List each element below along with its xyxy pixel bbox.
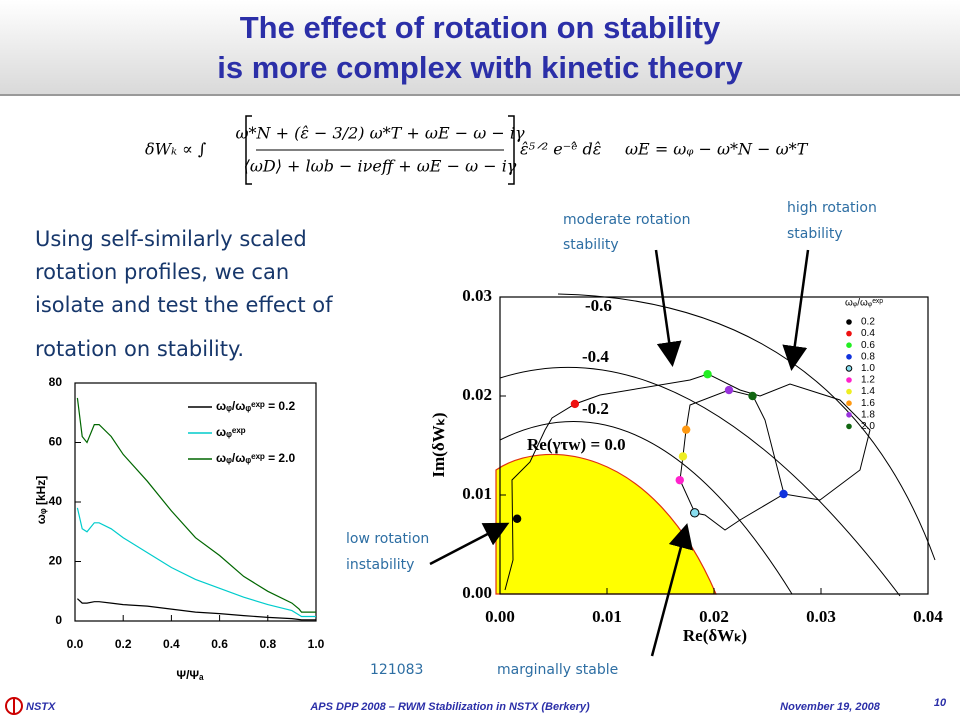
x-axis-label: Re(δWₖ) xyxy=(683,626,747,645)
legend-label: 0.2 xyxy=(861,317,875,328)
eq-tail: ε̂⁵ᐟ² e⁻ᵉ̂ dε̂ xyxy=(520,140,601,159)
eq-lhs: δWₖ ∝ ∫ xyxy=(145,140,206,159)
contour-label: -0.2 xyxy=(582,399,609,418)
arrows xyxy=(429,249,810,657)
annotation: instability xyxy=(346,557,414,573)
legend-label: 0.6 xyxy=(861,340,875,351)
y-tick-label: 60 xyxy=(49,435,63,449)
annotation: moderate rotation xyxy=(563,212,691,228)
legend-title: ωᵩ/ωᵩᵉˣᵖ xyxy=(845,298,883,309)
legend-swatch xyxy=(846,342,852,349)
brackets xyxy=(245,115,515,185)
point xyxy=(675,475,684,485)
legend-swatch xyxy=(846,412,852,418)
eq-numerator: ω*N + (ε̂ − 3/2) ω*T + ωE − ω − iγ xyxy=(235,124,524,143)
y-tick-label: 20 xyxy=(49,554,63,568)
legend-label: 1.4 xyxy=(861,386,875,397)
line-series xyxy=(76,598,316,621)
x-tick-label: 0.00 xyxy=(485,607,515,626)
line-series xyxy=(76,397,316,613)
header-band xyxy=(0,0,960,94)
x-tick-label: 0.2 xyxy=(115,637,132,651)
legend-swatch xyxy=(846,319,852,325)
legend-swatch xyxy=(846,377,852,383)
footer-center: APS DPP 2008 – RWM Stabilization in NSTX… xyxy=(309,701,590,713)
point xyxy=(724,385,734,395)
legend-label: 1.6 xyxy=(861,398,875,409)
legend-label: ωᵩ/ωᵩᵉˣᵖ = 0.2 xyxy=(216,399,295,413)
eq-denominator: ⟨ωD⟩ + lωb − iνeff + ωE − ω − iγ xyxy=(244,157,517,176)
body-line: isolate and test the effect of xyxy=(35,293,333,317)
title-line: is more complex with kinetic theory xyxy=(217,50,743,85)
x-tick-label: 0.04 xyxy=(913,607,943,626)
legend-label: 1.8 xyxy=(861,409,875,420)
x-tick-label: 0.01 xyxy=(592,607,622,626)
legend-label: 1.0 xyxy=(861,363,875,374)
y-axis-label: ωᵩ [kHz] xyxy=(34,476,48,525)
legend-swatch xyxy=(846,400,852,407)
annotation: low rotation xyxy=(346,531,429,547)
annotation: high rotation xyxy=(787,200,877,216)
legend-swatch xyxy=(846,330,852,337)
y-tick-label: 0.01 xyxy=(462,484,492,503)
page-number: 10 xyxy=(934,697,947,709)
line-series xyxy=(76,507,316,618)
annotation: marginally stable xyxy=(497,662,618,678)
y-tick-label: 80 xyxy=(49,375,63,389)
point xyxy=(570,399,580,409)
x-tick-label: 0.8 xyxy=(259,637,276,651)
legend-label: ωᵩ/ωᵩᵉˣᵖ = 2.0 xyxy=(216,451,295,465)
y-axis-label: Im(δWₖ) xyxy=(429,412,448,477)
stable-region xyxy=(495,453,717,595)
legend-label: 2.0 xyxy=(861,421,875,432)
y-tick-label: 0.00 xyxy=(462,583,492,602)
y-tick-label: 0.02 xyxy=(462,385,492,404)
x-tick-label: 1.0 xyxy=(308,637,325,651)
legend-label: 0.4 xyxy=(861,328,875,339)
footer-logo: NSTX xyxy=(26,701,56,713)
contour-label: Re(γτw) = 0.0 xyxy=(527,435,626,454)
point xyxy=(690,508,700,518)
legend-label: ωᵩᵉˣᵖ xyxy=(216,425,246,439)
annotation: 121083 xyxy=(370,662,423,678)
x-axis-label: Ψ/Ψₐ xyxy=(176,668,204,682)
contour-label: -0.4 xyxy=(582,347,609,366)
y-tick-label: 40 xyxy=(49,494,63,508)
legend-label: 0.8 xyxy=(861,351,875,362)
title-line: The effect of rotation on stability xyxy=(240,10,721,45)
legend-label: 1.2 xyxy=(861,375,875,386)
y-tick-label: 0 xyxy=(55,613,62,627)
eq-second: ωE = ωᵩ − ω*N − ω*T xyxy=(625,140,809,159)
point xyxy=(678,452,688,461)
annotation: stability xyxy=(563,237,619,253)
point xyxy=(779,489,788,499)
footer-date: November 19, 2008 xyxy=(780,701,881,713)
x-tick-label: 0.02 xyxy=(699,607,729,626)
x-tick-label: 0.4 xyxy=(163,637,180,651)
x-tick-label: 0.03 xyxy=(806,607,836,626)
point xyxy=(512,514,522,523)
legend-swatch xyxy=(846,388,852,395)
contour xyxy=(499,421,793,595)
point xyxy=(681,425,691,434)
annotation: stability xyxy=(787,226,843,242)
body-line: rotation profiles, we can xyxy=(35,260,289,284)
contour-label: -0.6 xyxy=(585,296,612,315)
x-tick-label: 0.0 xyxy=(67,637,84,651)
legend-swatch xyxy=(846,423,852,430)
body-line: rotation on stability. xyxy=(35,337,244,361)
point xyxy=(703,370,712,379)
legend-swatch xyxy=(846,354,852,360)
point xyxy=(748,391,757,401)
body-line: Using self-similarly scaled xyxy=(35,227,307,251)
legend-swatch xyxy=(845,365,853,372)
y-tick-label: 0.03 xyxy=(462,286,492,305)
x-tick-label: 0.6 xyxy=(211,637,228,651)
